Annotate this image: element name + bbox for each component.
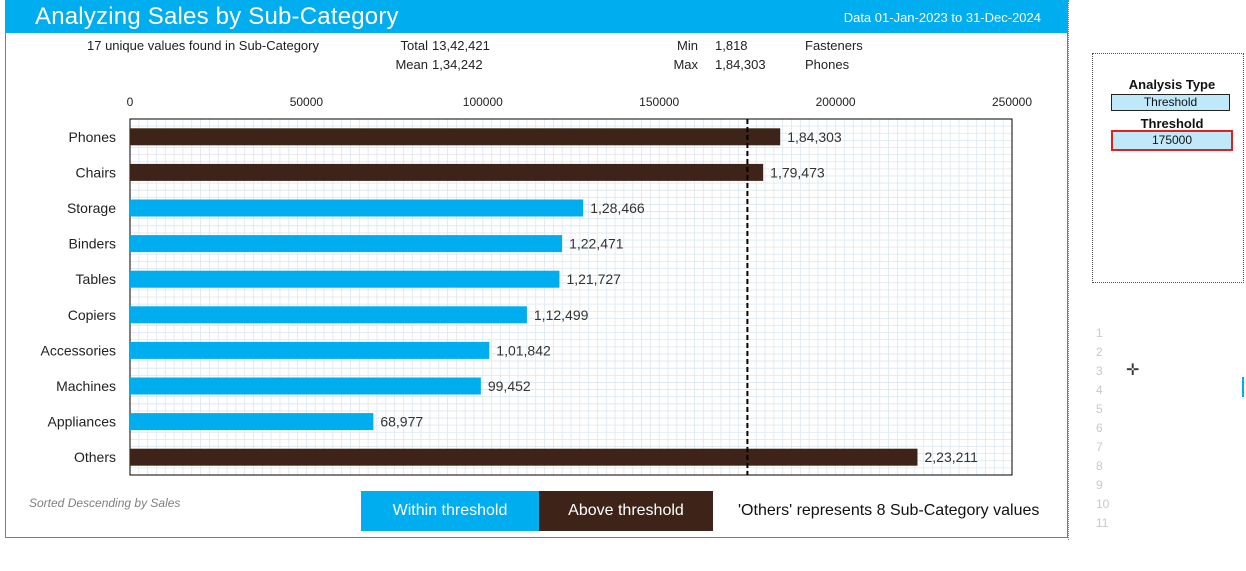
total-value: 13,42,421: [432, 38, 490, 53]
bar: [130, 306, 527, 324]
plot-area: [129, 118, 1013, 476]
data-label: 1,28,466: [590, 200, 645, 216]
bar: [130, 163, 764, 181]
bar-chart: 0 50000 100000 150000 200000 250000 Phones 1,84…: [41, 95, 1032, 476]
category-label: Storage: [67, 200, 116, 216]
mean-label: Mean: [395, 57, 428, 72]
legend-above-threshold: Above threshold 1,75,000: [539, 491, 713, 559]
date-range: Data 01-Jan-2023 to 31-Dec-2024: [843, 10, 1041, 25]
row-number: 11: [1096, 516, 1109, 530]
data-label: 1,21,727: [566, 271, 621, 287]
total-label: Total: [400, 38, 428, 53]
bar: [130, 128, 781, 146]
category-label: Phones: [69, 129, 116, 145]
threshold-field[interactable]: 175000: [1111, 130, 1233, 151]
category-label: Accessories: [41, 342, 116, 358]
data-label: 68,977: [380, 414, 423, 430]
scrollbar-edge[interactable]: [1242, 377, 1244, 397]
max-value: 1,84,303: [715, 57, 766, 72]
dashboard-panel: [5, 0, 1068, 538]
category-label: Machines: [56, 378, 116, 394]
bar: [130, 341, 490, 359]
analysis-type-field[interactable]: Threshold: [1111, 94, 1230, 111]
bar: [130, 235, 563, 253]
row-number: 3: [1096, 364, 1103, 378]
analysis-type-label: Analysis Type: [1128, 77, 1216, 92]
panel-divider: [1068, 0, 1070, 540]
data-label: 1,01,842: [496, 342, 551, 358]
cell-cursor-icon: ✛: [1126, 362, 1140, 379]
data-label: 1,22,471: [569, 236, 624, 252]
unique-values-text: 17 unique values found in Sub-Category: [87, 38, 319, 53]
settings-box: [1092, 53, 1244, 283]
x-tick-label: 200000: [816, 95, 856, 109]
row-numbers: 1 2 3 4 5 6 7 8 9 10 11: [1096, 324, 1109, 533]
bar: [130, 448, 918, 466]
x-tick-label: 250000: [992, 95, 1032, 109]
category-label: Chairs: [76, 164, 116, 180]
data-label: 1,84,303: [787, 129, 842, 145]
sort-note: Sorted Descending by Sales: [29, 496, 181, 510]
bar: [130, 413, 374, 431]
row-number: 7: [1096, 440, 1103, 454]
min-value: 1,818: [715, 38, 748, 53]
row-number: 5: [1096, 402, 1103, 416]
row-number: 10: [1096, 497, 1110, 511]
category-label: Copiers: [68, 307, 116, 323]
row-number: 9: [1096, 478, 1103, 492]
x-tick-label: 100000: [463, 95, 503, 109]
row-number: 8: [1096, 459, 1103, 473]
x-tick-label: 50000: [290, 95, 324, 109]
row-number: 1: [1096, 326, 1103, 340]
data-label: 1,12,499: [534, 307, 589, 323]
x-tick-label: 150000: [639, 95, 679, 109]
category-label: Appliances: [48, 414, 117, 430]
bar: [130, 377, 481, 395]
max-category: Phones: [805, 57, 850, 72]
bar: [130, 199, 584, 217]
bar: [130, 270, 560, 288]
max-label: Max: [673, 57, 698, 72]
min-category: Fasteners: [805, 38, 863, 53]
data-label: 99,452: [488, 378, 531, 394]
row-number: 6: [1096, 421, 1103, 435]
mean-value: 1,34,242: [432, 57, 483, 72]
threshold-label: Threshold: [1140, 116, 1204, 131]
category-label: Tables: [76, 271, 116, 287]
category-label: Binders: [69, 236, 116, 252]
min-label: Min: [677, 38, 698, 53]
page-title: Analyzing Sales by Sub-Category: [35, 3, 399, 30]
others-note: 'Others' represents 8 Sub-Category value…: [738, 502, 1040, 519]
x-tick-label: 0: [127, 95, 134, 109]
row-number: 2: [1096, 345, 1103, 359]
title-bar: Analyzing Sales by Sub-Category Data 01-…: [5, 0, 1068, 33]
category-label: Others: [74, 449, 116, 465]
data-label: 1,79,473: [770, 164, 825, 180]
row-number: 4: [1096, 383, 1103, 397]
data-label: 2,23,211: [924, 449, 978, 465]
legend-within-threshold: Within threshold 1,75,000: [361, 491, 539, 559]
